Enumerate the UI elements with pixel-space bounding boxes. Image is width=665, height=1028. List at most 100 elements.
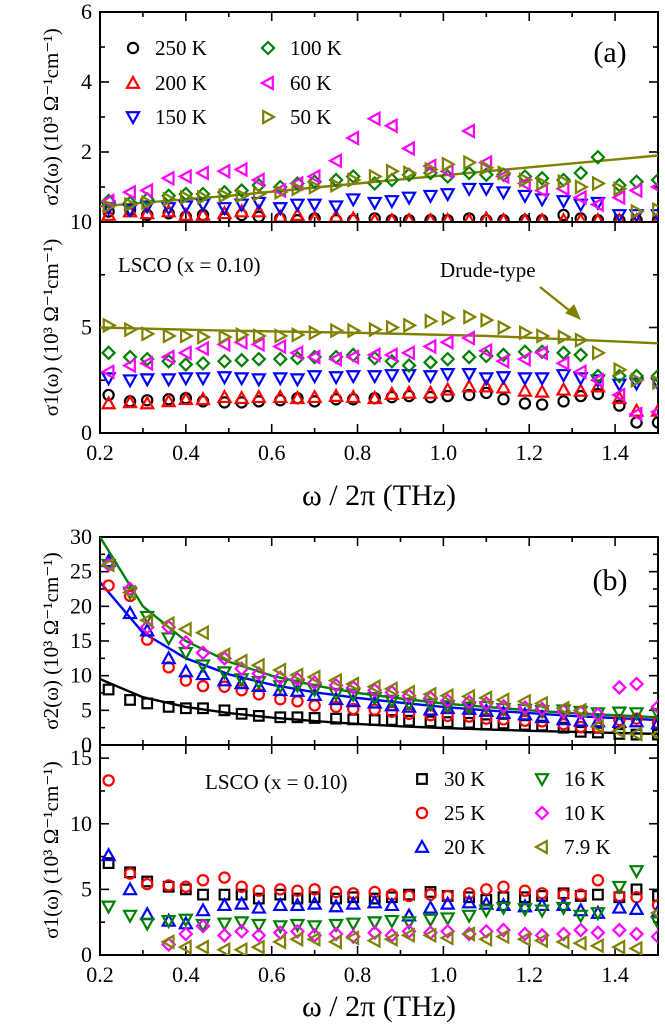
x-tick-label: 0.2	[86, 962, 114, 987]
data-point	[141, 697, 154, 710]
sample-annotation: LSCO (x = 0.10)	[205, 770, 348, 794]
data-point	[589, 937, 604, 954]
data-point	[497, 211, 510, 222]
data-point	[327, 672, 342, 689]
data-point	[613, 211, 625, 222]
data-point	[422, 158, 437, 174]
data-point	[480, 312, 495, 328]
data-point	[289, 896, 306, 912]
data-point	[480, 718, 493, 731]
data-point	[611, 189, 626, 206]
data-point	[308, 699, 321, 712]
data-point	[177, 621, 192, 638]
data-point	[497, 319, 512, 336]
data-point	[478, 342, 493, 359]
data-point	[308, 179, 323, 195]
data-point	[234, 923, 250, 939]
x-axis-label: ω / 2π (THz)	[302, 479, 456, 512]
data-point	[383, 347, 398, 363]
data-point	[291, 327, 306, 343]
y-tick-label: 10	[70, 209, 92, 234]
data-point	[250, 203, 267, 218]
subplot-sigma1: 0 5 10 0.2 0.4 0.6 0.8 1.0 1.2 1.4 σ1(ω) (10³ Ω⁻¹c…	[39, 209, 659, 465]
data-point	[572, 702, 587, 719]
data-point	[383, 931, 398, 948]
data-point	[478, 372, 495, 387]
data-point	[592, 175, 607, 192]
data-point	[179, 702, 192, 715]
legend-marker	[414, 838, 430, 853]
data-point	[100, 372, 117, 387]
data-point	[495, 901, 512, 917]
y-tick-label: 4	[81, 69, 92, 94]
x-tick-label: 0.8	[344, 440, 372, 465]
data-area	[100, 774, 658, 955]
data-point	[196, 679, 210, 693]
data-point	[495, 704, 512, 720]
data-point	[162, 191, 177, 208]
data-point	[572, 189, 587, 206]
data-point	[628, 900, 645, 915]
data-point	[463, 211, 475, 222]
data-point	[194, 939, 209, 955]
data-point	[534, 372, 550, 387]
data-point	[573, 165, 589, 181]
data-point	[308, 891, 321, 904]
data-point	[439, 700, 456, 715]
data-point	[272, 372, 289, 387]
data-point	[330, 712, 342, 725]
legend-marker	[125, 74, 141, 89]
data-point	[439, 334, 454, 351]
data-point	[591, 387, 605, 401]
data-point	[401, 191, 417, 206]
y-tick-label: 0	[81, 420, 92, 445]
data-point	[649, 730, 658, 740]
data-point	[497, 880, 510, 893]
y-tick-label: 5	[81, 315, 92, 340]
data-point	[517, 372, 533, 387]
data-point	[591, 873, 605, 887]
data-point	[534, 170, 550, 186]
data-point	[611, 378, 628, 393]
data-point	[574, 725, 587, 738]
data-point	[328, 898, 344, 913]
legend-label: 30 K	[444, 767, 485, 791]
data-point	[440, 923, 456, 939]
y-tick-label: 6	[81, 0, 92, 24]
data-point	[366, 694, 383, 709]
data-point	[401, 384, 417, 399]
data-point	[650, 707, 658, 723]
data-point	[306, 931, 321, 948]
legend-marker	[126, 41, 140, 55]
x-tick-label: 0.6	[258, 962, 286, 987]
data-point	[534, 383, 550, 398]
legend-label: 7.9 K	[564, 835, 611, 859]
data-point	[178, 634, 194, 650]
data-point	[403, 714, 415, 727]
data-point	[291, 884, 304, 897]
data-point	[177, 168, 192, 185]
data-point	[272, 662, 287, 678]
y-tick-label: 0	[81, 732, 92, 757]
y-tick-label: 0	[81, 942, 92, 967]
data-point	[272, 202, 289, 217]
data-point	[100, 900, 117, 915]
data-point	[216, 917, 233, 932]
data-point	[366, 916, 383, 931]
data-point	[572, 372, 589, 387]
data-point	[628, 726, 643, 742]
data-point	[533, 344, 549, 361]
data-point	[216, 941, 231, 955]
data-point	[649, 407, 658, 417]
data-point	[422, 370, 439, 385]
data-point	[480, 386, 493, 400]
data-point	[367, 925, 383, 941]
data-point	[534, 709, 550, 724]
data-point	[650, 929, 658, 945]
data-point	[589, 718, 604, 735]
y-axis-label: σ2(ω) (10³ Ω⁻¹cm⁻¹)	[39, 552, 63, 729]
data-point	[439, 912, 456, 927]
data-point	[439, 930, 454, 946]
data-point	[235, 707, 248, 720]
data-point	[250, 172, 265, 188]
